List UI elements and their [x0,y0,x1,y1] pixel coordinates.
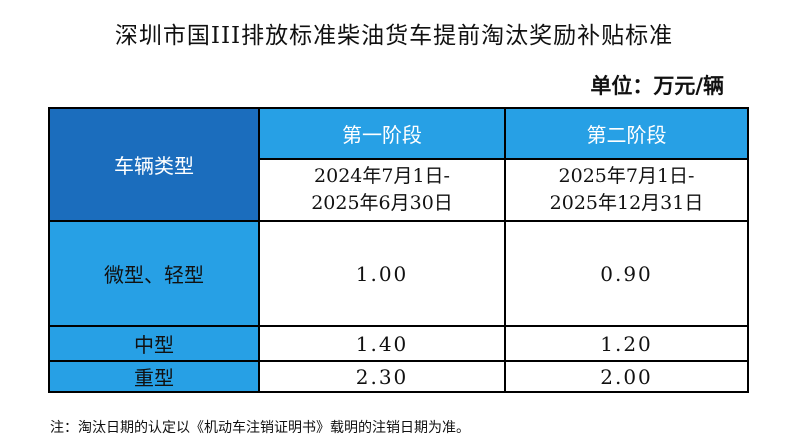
cell-micro-light-stage-1: 1.00 [258,220,506,327]
stage-1-period: 2024年7月1日- 2025年6月30日 [258,158,506,222]
page-title: 深圳市国III排放标准柴油货车提前淘汰奖励补贴标准 [114,23,674,49]
stage-1-header: 第一阶段 [258,107,506,160]
table-row: 微型、轻型 1.00 0.90 [48,220,749,327]
stage-2-header: 第二阶段 [504,107,749,160]
stage-1-end: 2025年6月30日 [311,192,453,214]
cell-micro-light-stage-2: 0.90 [504,220,749,327]
cell-heavy-stage-2: 2.00 [504,360,749,393]
stage-2-start: 2025年7月1日- [558,165,695,187]
row-type-micro-light: 微型、轻型 [48,220,260,327]
table-row: 中型 1.40 1.20 [48,325,749,362]
stage-1-start: 2024年7月1日- [314,165,450,187]
cell-medium-stage-1: 1.40 [258,325,506,362]
table-row: 重型 2.30 2.00 [48,360,749,393]
row-type-medium: 中型 [48,325,260,362]
footnote: 注：淘汰日期的认定以《机动车注销证明书》载明的注销日期为准。 [50,420,470,436]
row-type-heavy: 重型 [48,360,260,393]
unit-label: 单位：万元/辆 [590,74,724,98]
subsidy-table: 车辆类型 第一阶段 第二阶段 2024年7月1日- 2025年6月30日 202… [48,107,749,393]
vehicle-type-header: 车辆类型 [48,107,260,222]
cell-medium-stage-2: 1.20 [504,325,749,362]
stage-2-end: 2025年12月31日 [549,192,704,214]
cell-heavy-stage-1: 2.30 [258,360,506,393]
stage-2-period: 2025年7月1日- 2025年12月31日 [504,158,749,222]
